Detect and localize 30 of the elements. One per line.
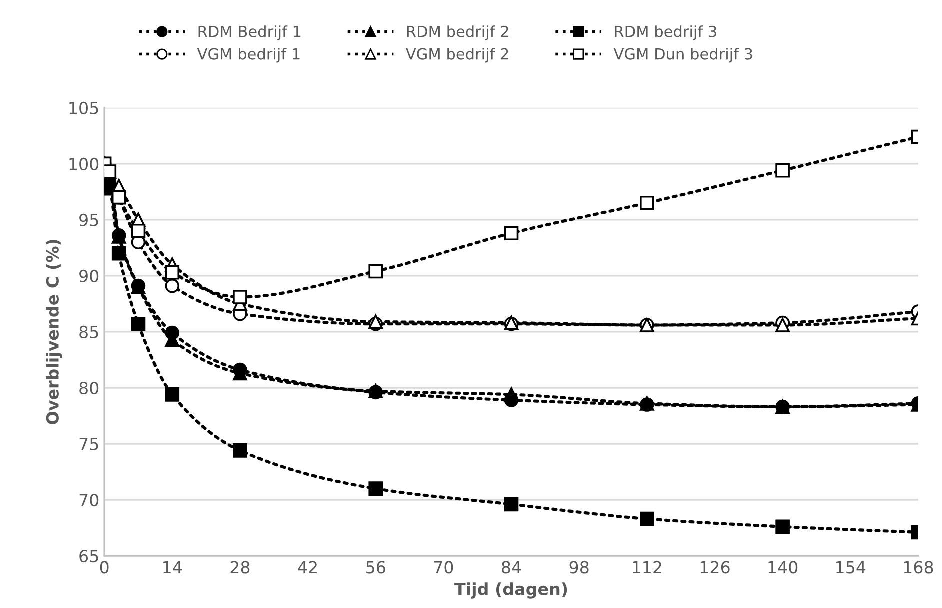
y-tick-label: 80 [80, 382, 99, 395]
x-tick-label: 126 [700, 561, 730, 574]
x-tick-label: 84 [502, 561, 522, 574]
x-tick-label: 140 [768, 561, 798, 574]
y-axis-title: Overblijvende C (%) [46, 240, 62, 424]
legend-label: RDM Bedrijf 1 [198, 26, 301, 40]
x-tick-label: 70 [434, 561, 454, 574]
legend-label: RDM bedrijf 2 [407, 26, 508, 40]
x-tick-label: 28 [230, 561, 250, 574]
legend-label: VGM bedrijf 2 [406, 48, 508, 63]
y-tick-label: 70 [80, 494, 99, 507]
x-tick-label: 154 [836, 561, 866, 574]
y-tick-label: 85 [80, 326, 98, 339]
x-tick-label: 14 [164, 561, 182, 574]
x-axis-title: Tijd (dagen) [454, 582, 568, 599]
y-tick-label: 75 [80, 438, 98, 451]
y-tick-label: 95 [80, 214, 98, 227]
legend-label: VGM bedrijf 1 [197, 48, 300, 63]
x-tick-label: 168 [904, 561, 934, 574]
x-tick-label: 112 [633, 561, 662, 574]
x-tick-label: 0 [100, 561, 109, 574]
y-tick-label: 100 [70, 158, 99, 170]
y-tick-label: 65 [80, 550, 98, 563]
x-tick-label: 98 [570, 561, 589, 574]
y-tick-label: 105 [70, 102, 98, 114]
legend-label: RDM bedrijf 3 [615, 26, 716, 40]
legend-label: VGM Dun bedrijf 3 [614, 48, 752, 63]
x-tick-label: 42 [298, 561, 317, 574]
y-tick-label: 90 [80, 270, 99, 283]
x-tick-label: 56 [366, 561, 386, 574]
